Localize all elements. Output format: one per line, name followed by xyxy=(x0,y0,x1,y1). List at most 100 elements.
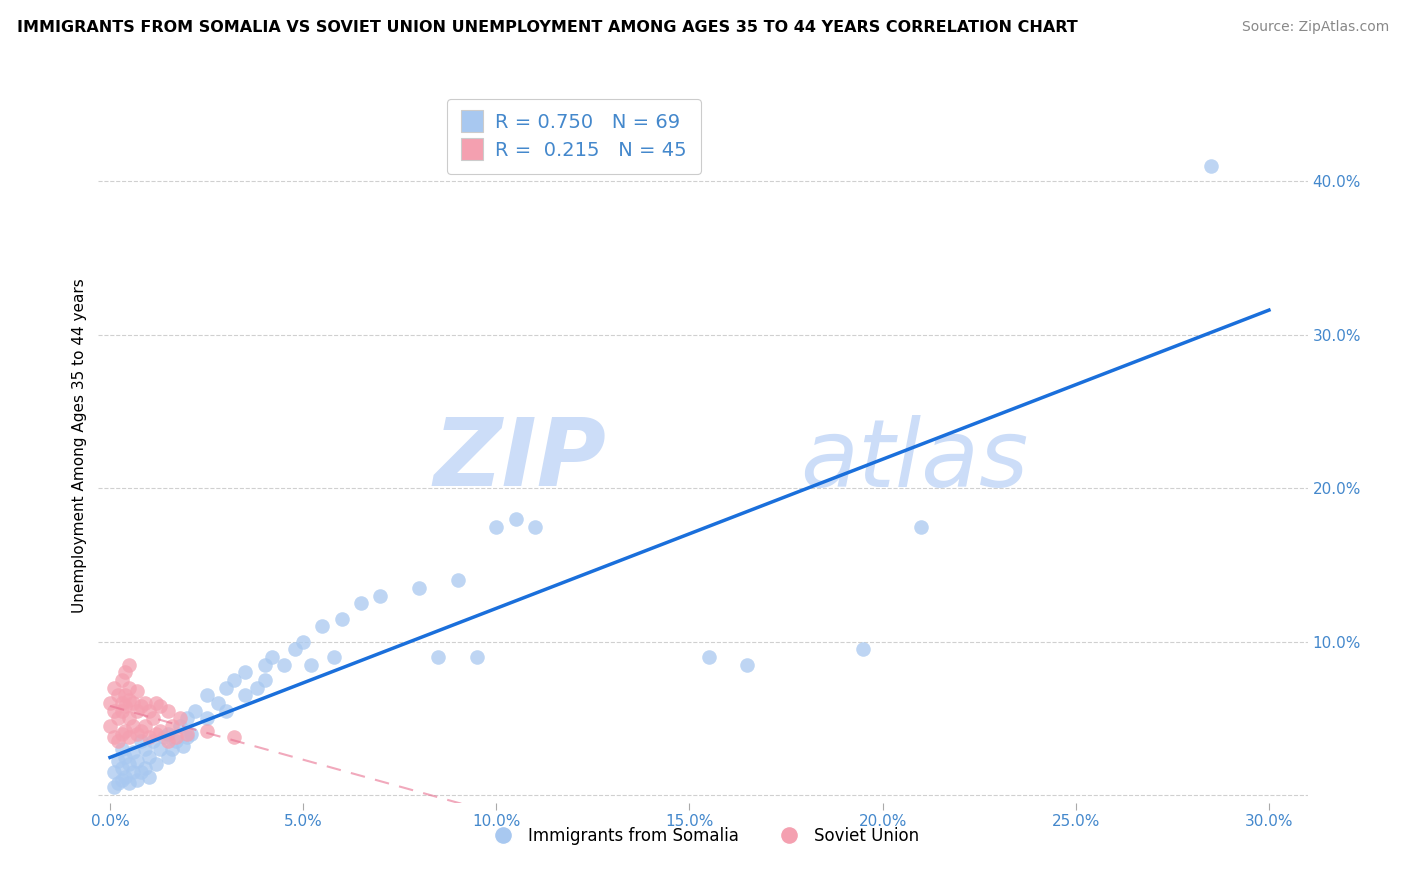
Point xyxy=(114,770,136,784)
Point xyxy=(153,730,176,744)
Point xyxy=(129,734,152,748)
Point xyxy=(134,719,156,733)
Point xyxy=(103,704,125,718)
Text: Source: ZipAtlas.com: Source: ZipAtlas.com xyxy=(1241,20,1389,34)
Point xyxy=(253,673,276,687)
Text: ZIP: ZIP xyxy=(433,414,606,507)
Point xyxy=(129,765,152,780)
Point xyxy=(370,589,392,603)
Point xyxy=(138,730,160,744)
Point xyxy=(103,681,125,695)
Point xyxy=(697,650,720,665)
Point xyxy=(184,704,207,718)
Text: atlas: atlas xyxy=(800,415,1028,506)
Point xyxy=(110,696,132,710)
Point xyxy=(1199,159,1222,173)
Point xyxy=(107,776,129,790)
Point xyxy=(447,574,470,588)
Point xyxy=(122,745,145,759)
Point xyxy=(910,519,932,533)
Point xyxy=(125,727,148,741)
Point xyxy=(222,730,245,744)
Point xyxy=(176,727,198,741)
Point xyxy=(107,689,129,703)
Point xyxy=(118,711,141,725)
Point xyxy=(107,711,129,725)
Point xyxy=(485,519,508,533)
Point xyxy=(103,765,125,780)
Point xyxy=(160,742,183,756)
Point xyxy=(156,727,179,741)
Point xyxy=(176,711,198,725)
Point xyxy=(98,696,121,710)
Point xyxy=(273,657,295,672)
Point xyxy=(103,730,125,744)
Point xyxy=(233,689,256,703)
Y-axis label: Unemployment Among Ages 35 to 44 years: Unemployment Among Ages 35 to 44 years xyxy=(72,278,87,614)
Point xyxy=(129,699,152,714)
Point xyxy=(107,734,129,748)
Point xyxy=(110,673,132,687)
Point xyxy=(107,755,129,769)
Point xyxy=(141,734,163,748)
Point xyxy=(165,734,187,748)
Point xyxy=(165,730,187,744)
Point xyxy=(149,723,172,738)
Point xyxy=(737,657,759,672)
Point xyxy=(114,665,136,680)
Point xyxy=(118,681,141,695)
Point xyxy=(122,696,145,710)
Point xyxy=(350,596,373,610)
Point xyxy=(129,723,152,738)
Point xyxy=(523,519,546,533)
Point xyxy=(262,650,284,665)
Point xyxy=(114,699,136,714)
Point xyxy=(110,760,132,774)
Point xyxy=(122,765,145,780)
Point xyxy=(110,727,132,741)
Point xyxy=(215,681,238,695)
Point xyxy=(169,711,191,725)
Point xyxy=(145,727,167,741)
Point xyxy=(122,719,145,733)
Point xyxy=(169,719,191,733)
Point xyxy=(253,657,276,672)
Point xyxy=(149,699,172,714)
Point xyxy=(110,704,132,718)
Legend: Immigrants from Somalia, Soviet Union: Immigrants from Somalia, Soviet Union xyxy=(479,821,927,852)
Point xyxy=(292,634,315,648)
Point xyxy=(114,723,136,738)
Point xyxy=(110,772,132,787)
Point xyxy=(465,650,488,665)
Point xyxy=(207,696,229,710)
Point xyxy=(195,711,218,725)
Point xyxy=(299,657,322,672)
Point xyxy=(160,719,183,733)
Point xyxy=(222,673,245,687)
Point xyxy=(141,711,163,725)
Point xyxy=(114,749,136,764)
Point xyxy=(138,704,160,718)
Point xyxy=(103,780,125,795)
Point xyxy=(195,723,218,738)
Point xyxy=(145,696,167,710)
Point xyxy=(156,704,179,718)
Point xyxy=(118,776,141,790)
Point xyxy=(114,689,136,703)
Point xyxy=(330,612,353,626)
Point xyxy=(172,739,194,753)
Point xyxy=(149,742,172,756)
Point xyxy=(110,742,132,756)
Point xyxy=(138,770,160,784)
Point xyxy=(195,689,218,703)
Point xyxy=(134,760,156,774)
Point xyxy=(125,704,148,718)
Point xyxy=(156,734,179,748)
Point xyxy=(176,730,198,744)
Point xyxy=(311,619,333,633)
Point xyxy=(118,657,141,672)
Point xyxy=(98,719,121,733)
Point xyxy=(118,757,141,772)
Point xyxy=(215,704,238,718)
Point xyxy=(180,727,202,741)
